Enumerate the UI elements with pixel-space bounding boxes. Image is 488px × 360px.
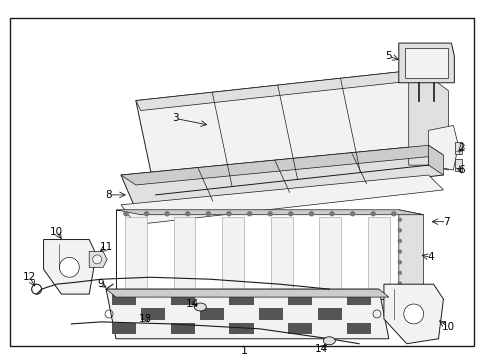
- Polygon shape: [383, 284, 443, 344]
- Bar: [170, 323, 194, 334]
- Bar: [124, 217, 146, 294]
- Circle shape: [185, 212, 189, 216]
- Circle shape: [247, 212, 251, 216]
- Polygon shape: [89, 251, 107, 267]
- Text: 7: 7: [442, 217, 449, 227]
- Circle shape: [391, 212, 395, 216]
- Bar: [170, 293, 194, 305]
- Polygon shape: [121, 145, 443, 210]
- Polygon shape: [106, 289, 388, 339]
- Text: 14: 14: [185, 299, 199, 309]
- Polygon shape: [136, 71, 413, 111]
- Circle shape: [206, 212, 210, 216]
- Circle shape: [398, 218, 401, 221]
- Circle shape: [329, 212, 333, 216]
- Text: 10: 10: [50, 226, 63, 237]
- Bar: [317, 308, 341, 320]
- Polygon shape: [398, 43, 453, 83]
- Bar: [346, 323, 370, 334]
- Bar: [270, 217, 292, 294]
- Text: 11: 11: [99, 243, 112, 252]
- Text: 1: 1: [240, 346, 247, 356]
- Bar: [319, 217, 341, 294]
- Circle shape: [288, 212, 292, 216]
- Circle shape: [123, 212, 128, 216]
- Bar: [454, 159, 461, 171]
- Bar: [111, 293, 136, 305]
- Polygon shape: [427, 125, 457, 170]
- Text: 10: 10: [441, 322, 454, 332]
- Bar: [346, 293, 370, 305]
- Circle shape: [398, 271, 401, 274]
- Bar: [173, 217, 195, 294]
- Circle shape: [165, 212, 169, 216]
- Bar: [454, 142, 461, 154]
- Text: 6: 6: [457, 165, 464, 175]
- Circle shape: [267, 212, 272, 216]
- Polygon shape: [43, 239, 96, 294]
- Bar: [258, 308, 283, 320]
- Circle shape: [403, 304, 423, 324]
- Circle shape: [93, 255, 102, 264]
- Text: 14: 14: [314, 344, 327, 354]
- Circle shape: [398, 261, 401, 264]
- Polygon shape: [106, 289, 388, 297]
- Circle shape: [226, 212, 230, 216]
- Polygon shape: [427, 145, 443, 175]
- Text: 5: 5: [385, 51, 391, 61]
- Text: 9: 9: [98, 279, 104, 289]
- Bar: [288, 323, 312, 334]
- Circle shape: [309, 212, 313, 216]
- Polygon shape: [116, 210, 423, 215]
- Text: 4: 4: [427, 252, 433, 262]
- Circle shape: [398, 250, 401, 253]
- Bar: [222, 217, 244, 294]
- Circle shape: [60, 257, 79, 277]
- Ellipse shape: [323, 337, 335, 345]
- Text: 13: 13: [139, 314, 152, 324]
- Bar: [229, 293, 253, 305]
- Bar: [367, 217, 389, 294]
- Bar: [200, 308, 224, 320]
- Bar: [141, 308, 165, 320]
- Text: 3: 3: [172, 113, 179, 123]
- Text: 12: 12: [23, 272, 36, 282]
- Text: 8: 8: [105, 190, 112, 200]
- Bar: [288, 293, 312, 305]
- Polygon shape: [398, 210, 423, 304]
- Polygon shape: [116, 210, 398, 299]
- Circle shape: [398, 239, 401, 242]
- Circle shape: [370, 212, 374, 216]
- Bar: [111, 323, 136, 334]
- Polygon shape: [408, 71, 447, 170]
- Bar: [229, 323, 253, 334]
- Ellipse shape: [194, 303, 206, 311]
- Polygon shape: [121, 175, 443, 225]
- Circle shape: [398, 293, 401, 296]
- Text: 2: 2: [457, 143, 464, 153]
- Polygon shape: [404, 48, 447, 78]
- Circle shape: [144, 212, 148, 216]
- Polygon shape: [121, 145, 443, 185]
- Circle shape: [398, 229, 401, 232]
- Circle shape: [350, 212, 354, 216]
- Circle shape: [398, 282, 401, 285]
- Polygon shape: [136, 71, 427, 195]
